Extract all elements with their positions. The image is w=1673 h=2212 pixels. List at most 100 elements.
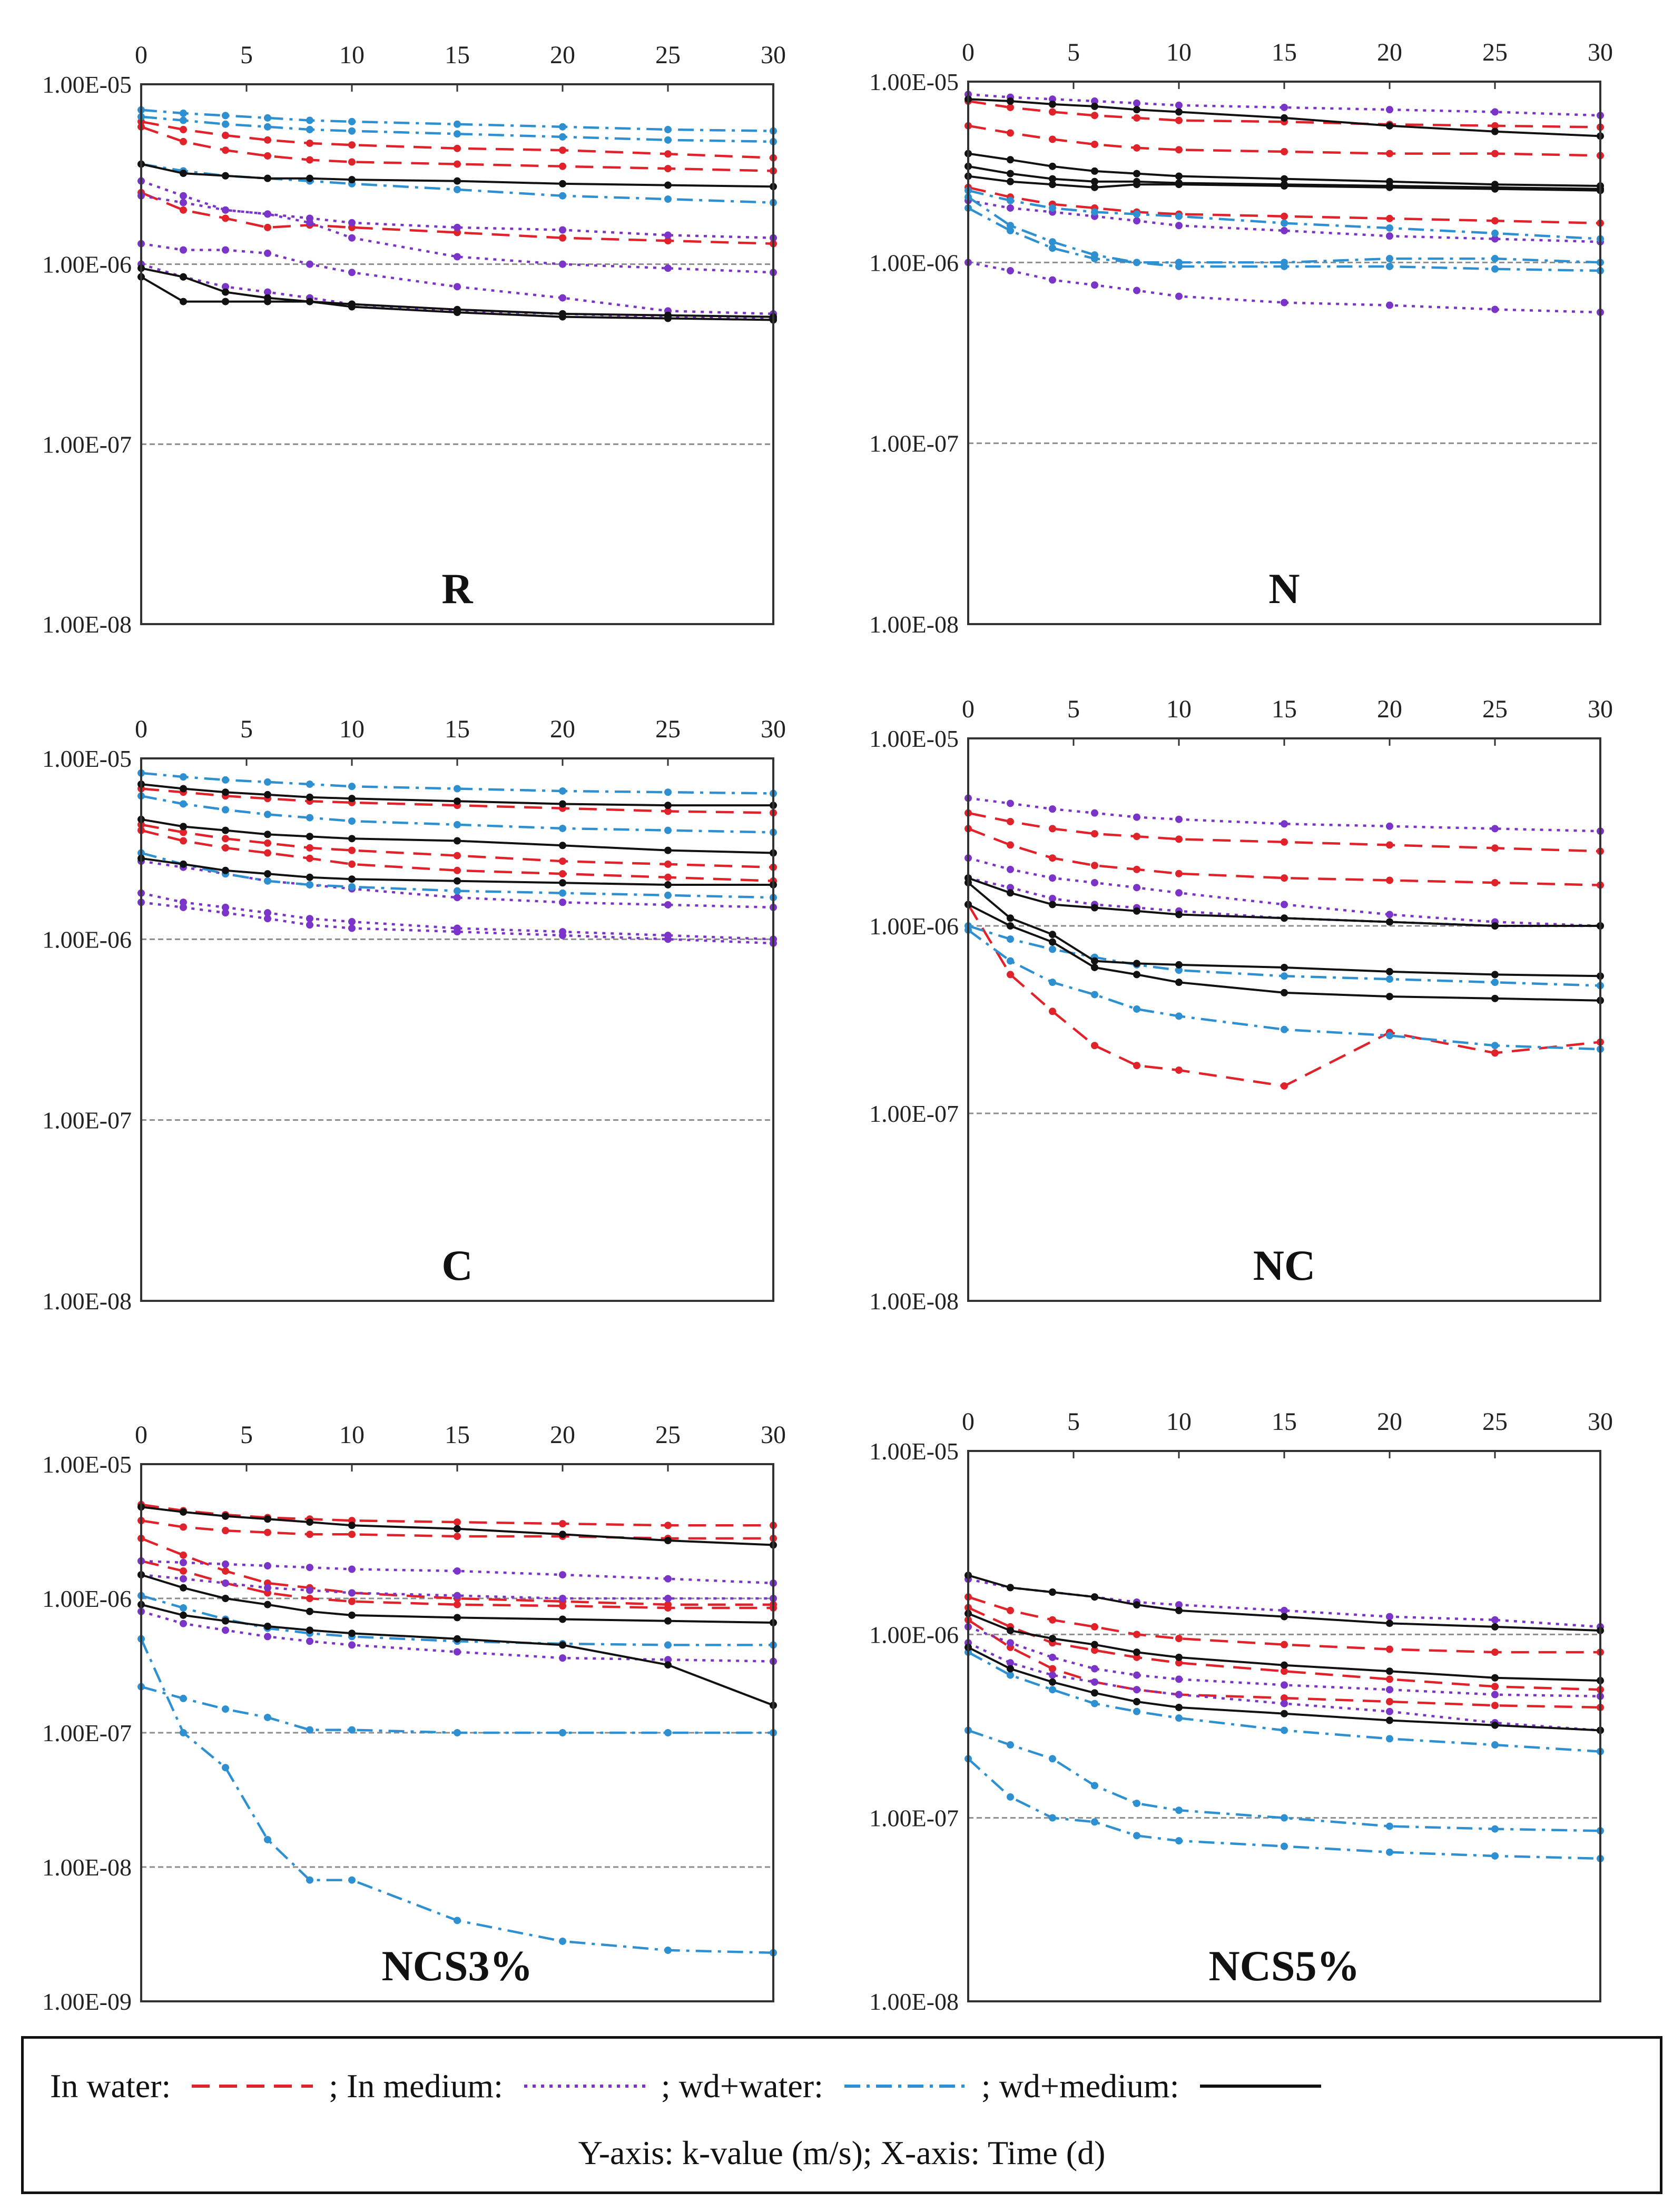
data-point <box>1491 979 1499 986</box>
data-point <box>1175 172 1183 180</box>
series-line-medium <box>141 901 774 945</box>
series-line-wd_water <box>967 196 1601 264</box>
data-point <box>180 1575 187 1583</box>
data-point <box>1007 97 1014 105</box>
data-point <box>454 309 461 317</box>
data-point <box>454 1601 461 1608</box>
data-point <box>306 1726 313 1734</box>
x-tick-label: 30 <box>761 1421 786 1449</box>
series-line-wd_water <box>141 115 774 143</box>
data-point <box>1133 1800 1140 1808</box>
data-point <box>454 837 461 845</box>
data-point <box>559 842 566 850</box>
data-point <box>1133 1631 1140 1638</box>
data-point <box>1175 1635 1183 1643</box>
data-point <box>1491 235 1499 243</box>
data-point <box>1133 907 1140 915</box>
data-point <box>1491 229 1499 237</box>
x-tick-label: 0 <box>135 41 147 69</box>
data-point <box>348 875 356 883</box>
series-line-wd_water <box>968 924 1601 987</box>
legend-axes-note: Y-axis: k-value (m/s); X-axis: Time (d) <box>578 2134 1106 2171</box>
data-point <box>664 150 672 158</box>
legend-label: ; In medium: <box>329 2067 503 2105</box>
data-point <box>348 141 356 149</box>
data-point <box>1091 141 1098 149</box>
data-point <box>348 1641 356 1649</box>
data-point <box>1175 146 1183 154</box>
panel-title: R <box>441 565 473 613</box>
data-point <box>1133 1707 1140 1715</box>
data-point <box>1007 267 1014 275</box>
data-point <box>559 800 566 808</box>
data-point <box>1049 805 1056 813</box>
data-point <box>1491 1623 1499 1631</box>
series-line-wd_medium <box>141 818 774 854</box>
data-point <box>180 206 187 214</box>
data-point <box>1091 830 1098 838</box>
data-point <box>1007 129 1014 137</box>
data-point <box>306 1564 313 1572</box>
data-point <box>306 174 313 182</box>
data-point <box>306 260 313 268</box>
data-point <box>1386 967 1393 975</box>
data-point <box>1386 1822 1393 1830</box>
data-point <box>264 1713 271 1721</box>
data-point <box>1091 255 1098 263</box>
data-point <box>1175 1691 1183 1698</box>
data-point <box>1175 1837 1183 1845</box>
data-point <box>222 1560 229 1568</box>
data-point <box>1007 957 1014 965</box>
data-point <box>348 158 356 166</box>
data-point <box>664 860 672 868</box>
series-line-wd_water <box>967 929 1601 1051</box>
series-line-wd_medium <box>141 267 774 318</box>
data-point <box>1133 1832 1140 1840</box>
data-point <box>1049 979 1056 986</box>
data-point <box>1049 1653 1056 1661</box>
data-point <box>664 237 672 245</box>
data-point <box>306 814 313 822</box>
x-tick-label: 25 <box>655 41 681 69</box>
data-point <box>559 824 566 832</box>
y-tick-label: 1.00E-06 <box>42 1585 132 1612</box>
data-point <box>1007 204 1014 212</box>
y-tick-label: 1.00E-08 <box>869 1988 959 2015</box>
data-point <box>664 873 672 881</box>
x-tick-label: 0 <box>962 695 975 723</box>
data-point <box>222 909 229 917</box>
data-point <box>1091 208 1098 216</box>
data-point <box>1281 963 1288 971</box>
data-point <box>264 1515 271 1523</box>
data-point <box>264 174 271 182</box>
data-point <box>348 269 356 276</box>
data-point <box>559 889 566 897</box>
data-point <box>348 176 356 184</box>
data-point <box>1049 854 1056 862</box>
data-point <box>1007 1626 1014 1634</box>
data-point <box>264 870 271 878</box>
data-point <box>1491 1741 1499 1749</box>
data-point <box>264 210 271 218</box>
data-point <box>1491 127 1499 135</box>
data-point <box>454 1518 461 1526</box>
data-point <box>348 1530 356 1538</box>
data-point <box>180 860 187 868</box>
y-tick-label: 1.00E-06 <box>869 913 959 940</box>
data-point <box>348 860 356 868</box>
data-point <box>1491 1042 1499 1050</box>
data-point <box>222 298 229 305</box>
series-line-wd_medium <box>141 163 774 188</box>
series-line-medium <box>141 180 774 274</box>
data-point <box>1386 876 1393 884</box>
data-point <box>1049 135 1056 143</box>
y-tick-label: 1.00E-09 <box>42 1988 132 2015</box>
data-point <box>1281 874 1288 882</box>
data-point <box>348 918 356 926</box>
data-point <box>1175 815 1183 823</box>
x-tick-label: 10 <box>1166 38 1192 66</box>
data-point <box>1007 1606 1014 1614</box>
data-point <box>348 924 356 932</box>
data-point <box>1133 1648 1140 1656</box>
data-point <box>306 126 313 134</box>
